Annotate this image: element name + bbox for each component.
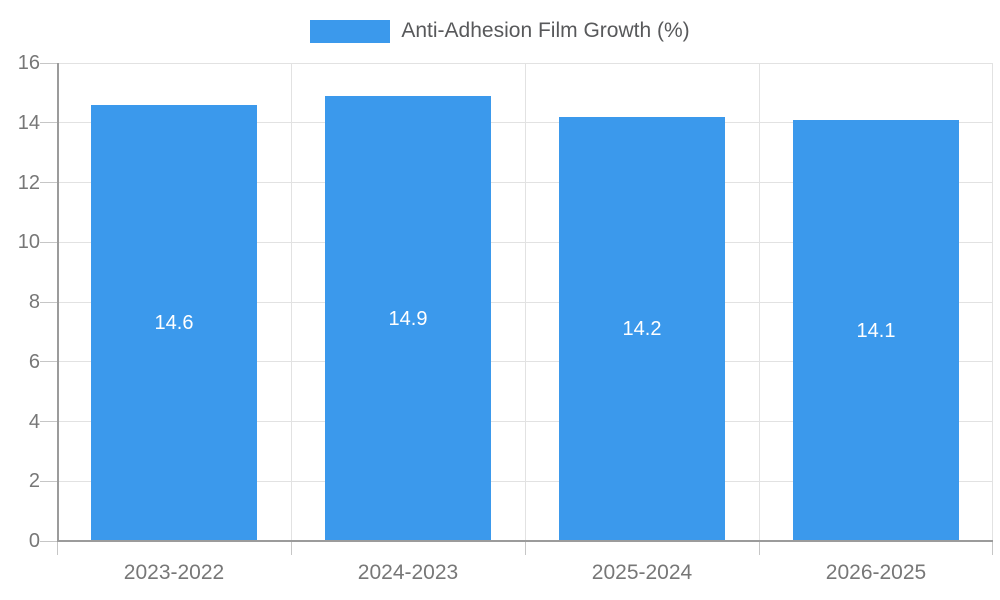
y-tick-label: 10	[17, 231, 40, 254]
v-gridline	[992, 63, 993, 541]
x-tick	[525, 541, 526, 555]
y-tick-label: 14	[17, 111, 40, 134]
y-tick	[40, 540, 57, 542]
y-tick	[40, 182, 57, 183]
y-tick	[40, 301, 57, 303]
bar[interactable]	[793, 120, 959, 541]
x-tick-label: 2025-2024	[591, 561, 693, 584]
x-tick	[992, 541, 993, 555]
y-tick-label: 12	[17, 171, 40, 194]
y-tick-label: 6	[28, 350, 40, 373]
x-tick	[57, 541, 58, 555]
bar-value-label: 14.1	[856, 319, 896, 342]
y-tick	[40, 361, 57, 363]
plot-area: 0 2 4 6 8 10 12 14 16 14.6 2023-2022 14.9 2024-2023 1…	[18, 52, 993, 584]
chart-legend[interactable]: Anti-Adhesion Film Growth (%)	[0, 19, 1000, 43]
x-tick-label: 2023-2022	[123, 561, 225, 584]
bar-value-label: 14.6	[154, 312, 194, 334]
bar-value-label: 14.9	[388, 307, 428, 330]
y-tick	[40, 421, 57, 422]
y-tick	[40, 480, 57, 482]
y-tick	[40, 122, 57, 124]
bar[interactable]	[91, 105, 257, 541]
v-gridline	[291, 63, 292, 541]
y-tick-label: 8	[28, 291, 40, 313]
bar[interactable]	[325, 96, 491, 541]
y-tick-label: 0	[28, 530, 40, 552]
x-tick	[759, 541, 760, 555]
y-tick-label: 16	[17, 52, 40, 74]
x-tick	[291, 541, 292, 555]
y-tick	[40, 241, 57, 243]
legend-label: Anti-Adhesion Film Growth (%)	[401, 19, 690, 42]
y-axis-line	[57, 63, 59, 541]
v-gridline	[759, 63, 760, 541]
v-gridline	[525, 63, 526, 541]
y-tick-label: 2	[28, 470, 40, 493]
y-tick	[40, 62, 57, 64]
legend-swatch	[310, 19, 391, 43]
x-tick-label: 2026-2025	[825, 561, 927, 584]
y-tick-label: 4	[28, 410, 40, 433]
x-axis-line	[57, 540, 993, 542]
bar-value-label: 14.2	[622, 318, 662, 340]
bar[interactable]	[559, 117, 725, 541]
x-tick-label: 2024-2023	[357, 561, 459, 584]
